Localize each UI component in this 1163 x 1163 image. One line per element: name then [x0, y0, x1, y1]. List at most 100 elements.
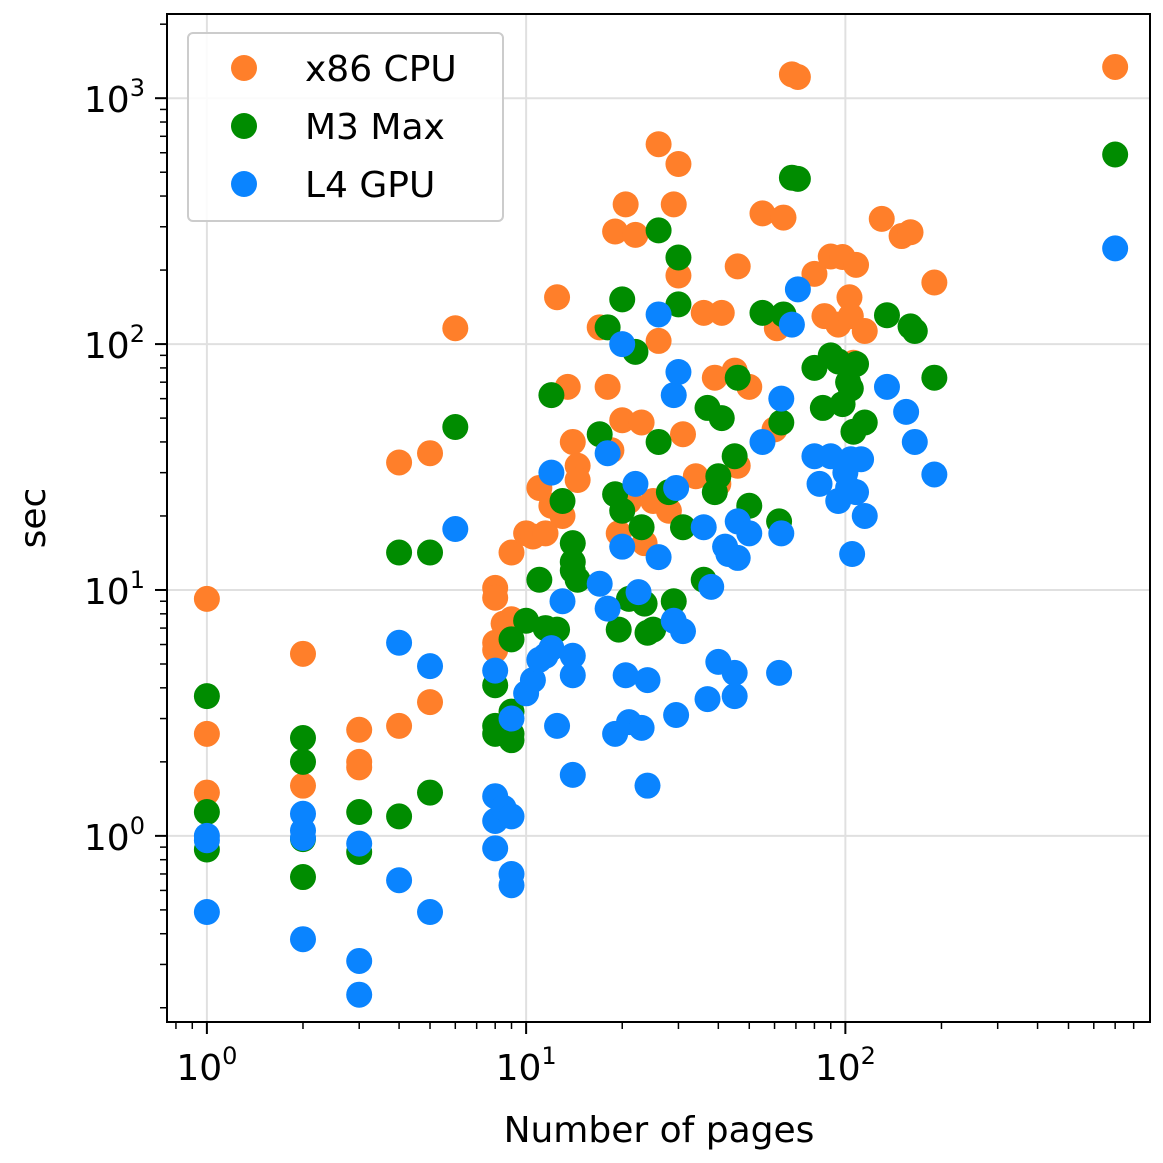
data-point-1 — [193, 585, 220, 612]
data-point-2 — [498, 626, 525, 653]
data-point-3 — [609, 533, 636, 560]
data-point-3 — [289, 825, 316, 852]
data-point-2 — [669, 514, 696, 541]
x-tick-exponent: 2 — [861, 1042, 876, 1070]
data-point-3 — [622, 470, 649, 497]
y-tick-exponent: 3 — [130, 74, 145, 102]
data-point-2 — [193, 683, 220, 710]
y-tick-label: 101 — [84, 566, 145, 613]
data-point-3 — [921, 461, 948, 488]
data-point-3 — [721, 659, 748, 686]
data-point-3 — [839, 541, 866, 568]
data-point-1 — [289, 640, 316, 667]
data-point-1 — [482, 584, 509, 611]
data-point-3 — [893, 398, 920, 425]
data-point-2 — [749, 299, 776, 326]
y-axis-title: sec — [13, 488, 54, 549]
data-point-1 — [749, 200, 776, 227]
data-point-3 — [498, 872, 525, 899]
data-point-1 — [386, 449, 413, 476]
data-point-3 — [346, 830, 373, 857]
x-tick-label: 102 — [815, 1042, 876, 1089]
data-point-2 — [417, 779, 444, 806]
data-point-3 — [289, 926, 316, 953]
x-tick-exponent: 0 — [222, 1042, 237, 1070]
data-point-3 — [519, 667, 546, 694]
data-point-3 — [193, 827, 220, 854]
data-point-3 — [843, 479, 870, 506]
data-point-3 — [482, 657, 509, 684]
data-point-3 — [193, 899, 220, 926]
data-point-3 — [634, 772, 661, 799]
data-point-1 — [289, 772, 316, 799]
data-point-1 — [622, 221, 649, 248]
data-point-3 — [778, 311, 805, 338]
data-point-1 — [851, 318, 878, 345]
data-point-2 — [640, 616, 667, 643]
data-point-2 — [645, 428, 672, 455]
data-point-3 — [625, 579, 652, 606]
x-axis-title: Number of pages — [504, 1110, 815, 1151]
data-point-2 — [873, 302, 900, 329]
legend-marker-3 — [231, 171, 257, 197]
data-point-1 — [594, 373, 621, 400]
data-point-1 — [645, 327, 672, 354]
data-point-2 — [660, 588, 687, 615]
data-point-3 — [417, 653, 444, 680]
data-point-3 — [873, 373, 900, 400]
data-point-1 — [564, 467, 591, 494]
data-point-2 — [665, 244, 692, 271]
data-point-3 — [634, 667, 661, 694]
data-point-3 — [594, 440, 621, 467]
data-point-2 — [843, 350, 870, 377]
data-point-3 — [586, 570, 613, 597]
data-point-1 — [346, 716, 373, 743]
data-point-3 — [694, 686, 721, 713]
data-point-3 — [612, 662, 639, 689]
data-point-3 — [386, 867, 413, 894]
data-point-1 — [682, 463, 709, 490]
data-point-1 — [386, 712, 413, 739]
y-tick-exponent: 0 — [130, 812, 145, 840]
data-point-2 — [901, 318, 928, 345]
data-point-2 — [193, 799, 220, 826]
data-point-3 — [482, 835, 509, 862]
data-point-2 — [609, 286, 636, 313]
data-point-2 — [837, 375, 864, 402]
data-point-3 — [663, 474, 690, 501]
data-point-2 — [442, 414, 469, 441]
data-point-2 — [289, 725, 316, 752]
data-point-1 — [708, 299, 735, 326]
data-points — [193, 53, 1129, 1008]
data-point-1 — [836, 284, 863, 311]
data-point-1 — [1102, 53, 1129, 80]
data-point-2 — [645, 217, 672, 244]
y-tick-label: 102 — [84, 320, 145, 367]
data-point-2 — [784, 165, 811, 192]
data-point-3 — [538, 635, 565, 662]
data-point-1 — [660, 191, 687, 218]
data-point-1 — [645, 131, 672, 158]
legend-box — [187, 32, 504, 222]
data-point-3 — [768, 385, 795, 412]
data-point-3 — [698, 573, 725, 600]
data-point-2 — [605, 616, 632, 643]
data-point-3 — [594, 595, 621, 622]
data-point-1 — [559, 428, 586, 455]
data-point-2 — [768, 409, 795, 436]
data-point-3 — [806, 470, 833, 497]
data-point-1 — [843, 251, 870, 278]
data-point-2 — [809, 394, 836, 421]
data-point-2 — [921, 364, 948, 391]
data-point-2 — [705, 463, 732, 490]
data-point-2 — [628, 514, 655, 541]
data-point-1 — [442, 315, 469, 342]
data-point-3 — [736, 520, 763, 547]
data-point-2 — [609, 497, 636, 524]
data-point-3 — [851, 502, 878, 529]
data-point-3 — [724, 544, 751, 571]
data-point-3 — [749, 428, 776, 455]
data-point-2 — [851, 409, 878, 436]
data-point-1 — [801, 260, 828, 287]
data-point-1 — [770, 204, 797, 231]
